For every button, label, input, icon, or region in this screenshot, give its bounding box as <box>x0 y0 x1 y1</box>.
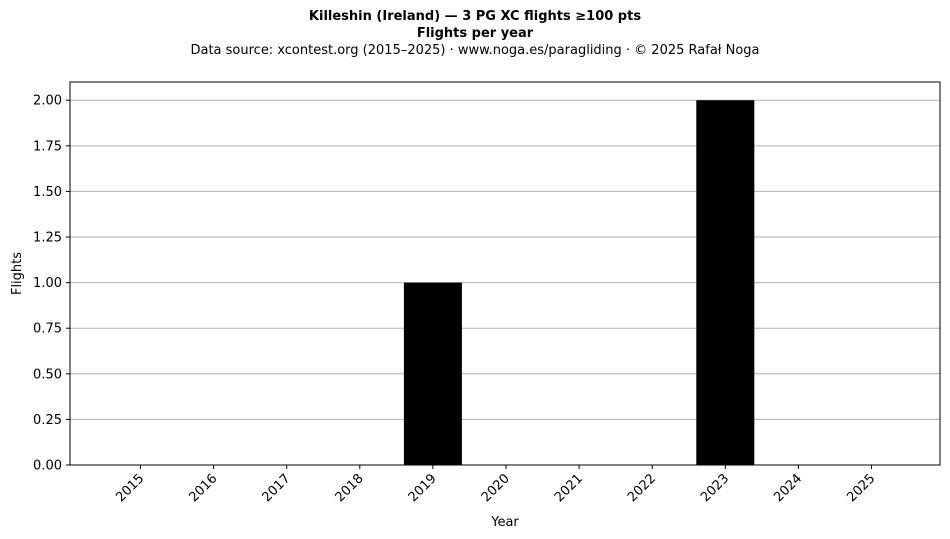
x-tick-label: 2024 <box>771 471 805 505</box>
y-tick-label: 0.25 <box>33 413 62 428</box>
bars <box>403 100 755 465</box>
x-axis-ticks: 2015 2016 2017 2018 2019 2020 2021 2022 2023 2024… <box>113 465 878 505</box>
x-tick-label: 2015 <box>113 471 147 505</box>
grid-lines <box>70 99 940 466</box>
chart-title-line2: Flights per year <box>416 26 534 41</box>
y-tick-label: 1.25 <box>33 231 62 246</box>
x-tick-label: 2025 <box>844 471 878 505</box>
chart-titles: Killeshin (Ireland) — 3 PG XC flights ≥1… <box>0 8 950 59</box>
y-tick-label: 2.00 <box>33 94 62 109</box>
chart-title: Killeshin (Ireland) — 3 PG XC flights ≥1… <box>308 9 642 24</box>
bar-2019 <box>403 282 462 465</box>
x-axis-label: Year <box>490 515 519 530</box>
y-tick-label: 1.50 <box>33 185 62 200</box>
y-tick-label: 0.00 <box>33 459 62 474</box>
y-tick-label: 0.50 <box>33 367 62 382</box>
x-tick-label: 2017 <box>260 471 294 505</box>
chart-subtitle: Data source: xcontest.org (2015–2025) · … <box>190 43 760 58</box>
y-axis-ticks: 0.00 0.25 0.50 0.75 1.00 1.25 1.50 1.75 2.00 <box>33 94 70 474</box>
y-tick-label: 1.75 <box>33 139 62 154</box>
x-tick-label: 2018 <box>333 471 367 505</box>
y-tick-label: 1.00 <box>33 276 62 291</box>
x-tick-label: 2021 <box>552 471 586 505</box>
x-tick-label: 2022 <box>625 471 659 505</box>
x-tick-label: 2023 <box>698 471 732 505</box>
x-tick-label: 2016 <box>186 471 220 505</box>
x-tick-label: 2020 <box>479 471 513 505</box>
y-tick-label: 0.75 <box>33 322 62 337</box>
x-tick-label: 2019 <box>406 471 440 505</box>
bar-2023 <box>696 100 755 465</box>
plot-frame <box>69 81 941 466</box>
y-axis-label: Flights <box>10 252 25 295</box>
